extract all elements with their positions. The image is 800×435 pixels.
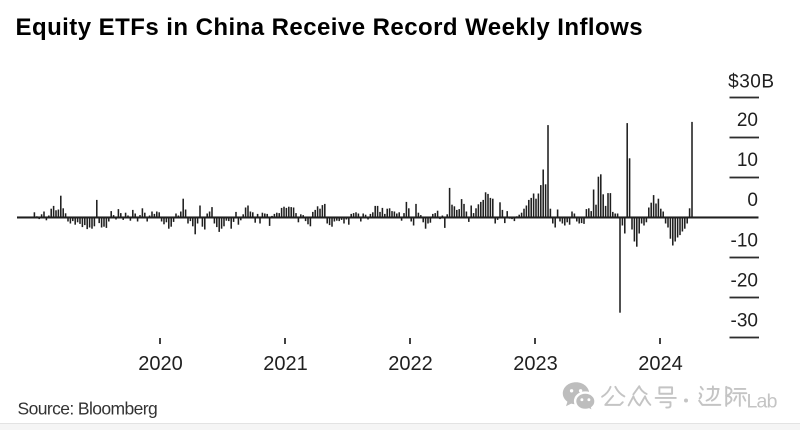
svg-text:Source: Bloomberg: Source: Bloomberg <box>18 399 158 419</box>
svg-text:2022: 2022 <box>388 353 433 375</box>
svg-text:10: 10 <box>737 150 758 171</box>
svg-text:-30: -30 <box>731 311 758 332</box>
svg-text:-20: -20 <box>731 271 758 292</box>
svg-text:20: 20 <box>737 110 758 131</box>
svg-text:Lab: Lab <box>747 391 778 413</box>
svg-text:2024: 2024 <box>638 353 683 375</box>
svg-text:-10: -10 <box>731 231 758 252</box>
svg-text:2023: 2023 <box>513 353 558 375</box>
svg-text:$30B: $30B <box>728 72 774 93</box>
svg-text:2021: 2021 <box>263 353 308 375</box>
svg-text:0: 0 <box>747 190 758 211</box>
svg-text:Equity ETFs in China Receive R: Equity ETFs in China Receive Record Week… <box>16 14 644 41</box>
svg-text:2020: 2020 <box>138 353 183 375</box>
